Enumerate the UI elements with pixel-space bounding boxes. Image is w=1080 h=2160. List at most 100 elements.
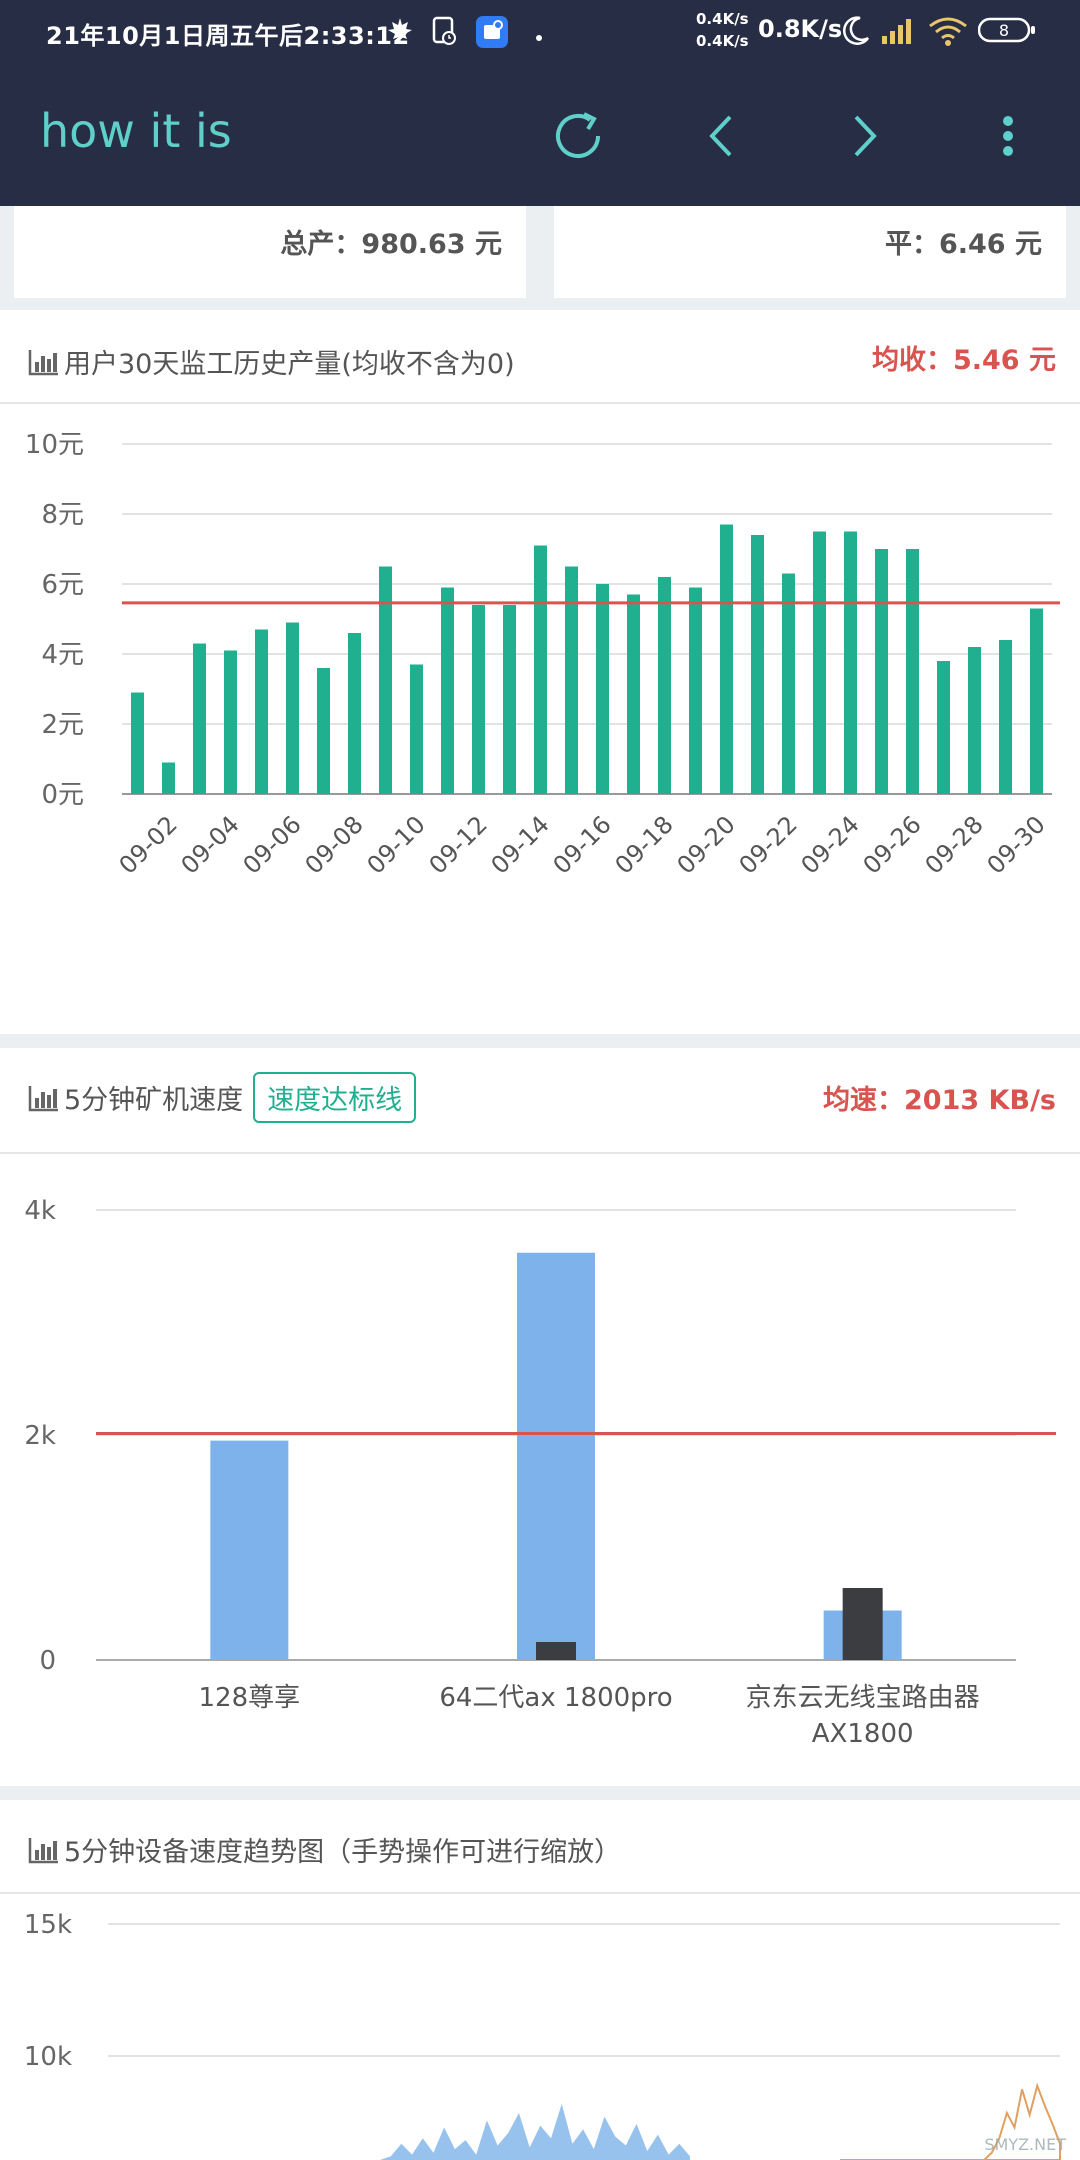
watermark: SMYZ.NET <box>984 2135 1066 2154</box>
bar-09-25 <box>875 549 888 794</box>
chevron-right-icon <box>854 115 877 157</box>
bar-09-18 <box>658 577 671 794</box>
x-tick-label: 09-02 <box>114 810 183 879</box>
bar-blue-0 <box>210 1440 289 1660</box>
y-tick-label: 10元 <box>25 430 84 460</box>
x-tick-label: 09-30 <box>982 810 1051 879</box>
bar-09-26 <box>906 549 919 794</box>
bar-09-06 <box>286 622 299 794</box>
x-tick-label: 09-20 <box>672 810 741 879</box>
y-tick-label: 0 <box>39 1646 56 1676</box>
app-bar: how it is <box>0 64 1080 206</box>
trend-panel: 5分钟设备速度趋势图（手势操作可进行缩放） 10k 15k SMYZ.NET <box>0 1800 1080 2160</box>
dot-icon <box>536 26 542 45</box>
y-tick-label: 2元 <box>41 710 84 740</box>
refresh-button[interactable] <box>538 96 618 176</box>
category-label: AX1800 <box>812 1719 914 1749</box>
history-panel: 用户30天监工历史产量(均收不含为0) 均收：5.46 元 0元 2元 4元 6元 8元… <box>0 310 1080 1034</box>
x-tick-label: 09-16 <box>548 810 617 879</box>
bar-09-28 <box>968 647 981 794</box>
trend-area-chart[interactable]: 10k 15k <box>0 1894 1080 2160</box>
history-title: 用户30天监工历史产量(均收不含为0) <box>28 342 515 381</box>
battery-level: 8 <box>999 21 1009 40</box>
bar-09-12 <box>472 605 485 794</box>
trend-series-blue <box>380 2103 690 2160</box>
history-panel-header: 用户30天监工历史产量(均收不含为0) 均收：5.46 元 <box>0 310 1080 404</box>
bar-09-01 <box>131 692 144 794</box>
y-tick-label: 4k <box>24 1196 56 1226</box>
refresh-icon <box>556 112 600 158</box>
more-button[interactable] <box>968 96 1048 176</box>
x-tick-label: 09-26 <box>858 810 927 879</box>
bar-09-23 <box>813 531 826 794</box>
speed-title: 5分钟矿机速度 速度达标线 <box>28 1072 417 1123</box>
bar-09-16 <box>596 584 609 794</box>
signal-icon <box>880 16 916 50</box>
bar-chart-icon <box>28 349 58 375</box>
trend-panel-header: 5分钟设备速度趋势图（手势操作可进行缩放） <box>0 1800 1080 1894</box>
x-tick-label: 09-10 <box>362 810 431 879</box>
category-label: 京东云无线宝路由器 <box>746 1683 980 1713</box>
x-tick-label: 09-06 <box>238 810 307 879</box>
battery-icon: 8 <box>977 17 1036 47</box>
net-speed: 0.8K/s <box>758 15 843 43</box>
total-output-value: 总产：980.63 元 <box>280 229 502 260</box>
net-rates: 0.4K/s 0.4K/s <box>696 8 749 52</box>
bar-dark-2 <box>842 1588 883 1660</box>
file-clock-icon <box>432 16 458 50</box>
bar-09-15 <box>565 566 578 794</box>
trend-title: 5分钟设备速度趋势图（手势操作可进行缩放） <box>28 1830 621 1869</box>
moon-icon <box>842 16 870 50</box>
bar-09-21 <box>751 535 764 794</box>
bar-09-07 <box>317 668 330 794</box>
x-tick-label: 09-28 <box>920 810 989 879</box>
bar-09-14 <box>534 545 547 794</box>
y-tick-label: 4元 <box>41 640 84 670</box>
bar-09-09 <box>379 566 392 794</box>
x-tick-label: 09-04 <box>176 810 245 879</box>
app-notification-icon <box>476 16 508 52</box>
bar-chart-icon <box>28 1085 58 1111</box>
maple-leaf-icon <box>386 16 414 48</box>
bar-09-05 <box>255 629 268 794</box>
y-tick-label: 10k <box>24 2042 72 2072</box>
total-output-card: 总产：980.63 元 <box>14 206 526 298</box>
y-tick-label: 8元 <box>41 500 84 530</box>
bar-09-03 <box>193 643 206 794</box>
x-tick-label: 09-12 <box>424 810 493 879</box>
history-title-text: 用户30天监工历史产量(均收不含为0) <box>64 349 515 380</box>
bar-09-08 <box>348 633 361 794</box>
bar-09-10 <box>410 664 423 794</box>
bar-09-20 <box>720 524 733 794</box>
speed-threshold-button[interactable]: 速度达标线 <box>253 1072 417 1123</box>
status-time: 21年10月1日周五午后2:33:12 <box>46 22 410 50</box>
net-up-rate: 0.4K/s <box>696 10 749 28</box>
y-tick-label: 6元 <box>41 570 84 600</box>
back-button[interactable] <box>682 96 762 176</box>
y-tick-label: 0元 <box>41 780 84 810</box>
history-average-income: 均收：5.46 元 <box>871 345 1056 376</box>
app-title: how it is <box>40 104 232 158</box>
average-value: 平：6.46 元 <box>884 229 1042 260</box>
x-tick-label: 09-22 <box>734 810 803 879</box>
bar-09-19 <box>689 587 702 794</box>
bar-09-17 <box>627 594 640 794</box>
y-tick-label: 2k <box>24 1421 56 1451</box>
bar-blue-1 <box>517 1252 595 1660</box>
bar-chart-icon <box>28 1837 58 1863</box>
bar-09-29 <box>999 640 1012 794</box>
bar-09-24 <box>844 531 857 794</box>
x-tick-label: 09-24 <box>796 810 865 879</box>
forward-button[interactable] <box>824 96 904 176</box>
bar-09-30 <box>1030 608 1043 794</box>
net-down-rate: 0.4K/s <box>696 32 749 50</box>
bar-09-02 <box>162 762 175 794</box>
x-tick-label: 09-18 <box>610 810 679 879</box>
wifi-icon <box>928 16 968 50</box>
bar-09-22 <box>782 573 795 794</box>
bar-dark-1 <box>536 1642 576 1660</box>
trend-title-text: 5分钟设备速度趋势图（手势操作可进行缩放） <box>64 1837 622 1868</box>
speed-panel-header: 5分钟矿机速度 速度达标线 均速：2013 KB/s <box>0 1048 1080 1154</box>
status-bar: 21年10月1日周五午后2:33:12 0.4K/s 0.4K/s 0.8K/s… <box>0 0 1080 64</box>
speed-panel: 5分钟矿机速度 速度达标线 均速：2013 KB/s 0 2k 4k 128尊享 64二… <box>0 1048 1080 1786</box>
